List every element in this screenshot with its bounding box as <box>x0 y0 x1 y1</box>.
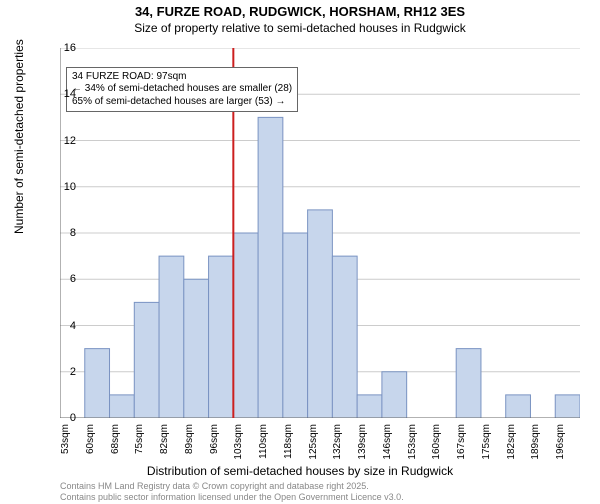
x-tick-label: 153sqm <box>407 424 418 464</box>
x-tick-label: 182sqm <box>506 424 517 464</box>
x-tick-label: 132sqm <box>332 424 343 464</box>
x-tick-label: 118sqm <box>283 424 294 464</box>
x-tick-label: 68sqm <box>110 424 121 464</box>
chart-title: 34, FURZE ROAD, RUDGWICK, HORSHAM, RH12 … <box>0 4 600 19</box>
chart-area: 34 FURZE ROAD: 97sqm ← 34% of semi-detac… <box>60 48 580 418</box>
callout-line1: 34 FURZE ROAD: 97sqm <box>72 71 292 84</box>
y-tick-label: 0 <box>46 412 76 424</box>
x-tick-label: 89sqm <box>184 424 195 464</box>
x-axis-label: Distribution of semi-detached houses by … <box>0 464 600 478</box>
x-tick-label: 75sqm <box>134 424 145 464</box>
footer-line2: Contains public sector information licen… <box>60 492 404 502</box>
y-tick-label: 14 <box>46 88 76 100</box>
x-tick-label: 103sqm <box>233 424 244 464</box>
y-tick-label: 10 <box>46 181 76 193</box>
x-tick-label: 189sqm <box>530 424 541 464</box>
marker-callout: 34 FURZE ROAD: 97sqm ← 34% of semi-detac… <box>66 67 298 113</box>
callout-line3: 65% of semi-detached houses are larger (… <box>72 96 292 109</box>
x-tick-label: 110sqm <box>258 424 269 464</box>
y-tick-label: 12 <box>46 135 76 147</box>
x-tick-label: 139sqm <box>357 424 368 464</box>
y-tick-label: 8 <box>46 227 76 239</box>
y-tick-label: 16 <box>46 42 76 54</box>
x-tick-label: 60sqm <box>85 424 96 464</box>
x-tick-label: 53sqm <box>60 424 71 464</box>
x-tick-label: 82sqm <box>159 424 170 464</box>
y-tick-label: 4 <box>46 320 76 332</box>
chart-subtitle: Size of property relative to semi-detach… <box>0 21 600 35</box>
y-tick-label: 2 <box>46 366 76 378</box>
callout-line2: ← 34% of semi-detached houses are smalle… <box>72 83 292 96</box>
x-tick-label: 167sqm <box>456 424 467 464</box>
x-tick-label: 160sqm <box>431 424 442 464</box>
x-tick-label: 125sqm <box>308 424 319 464</box>
x-tick-label: 196sqm <box>555 424 566 464</box>
x-tick-label: 96sqm <box>209 424 220 464</box>
footer-line1: Contains HM Land Registry data © Crown c… <box>60 481 404 491</box>
x-tick-label: 146sqm <box>382 424 393 464</box>
x-tick-label: 175sqm <box>481 424 492 464</box>
footer-attribution: Contains HM Land Registry data © Crown c… <box>60 481 404 502</box>
y-tick-label: 6 <box>46 273 76 285</box>
chart-container: 34, FURZE ROAD, RUDGWICK, HORSHAM, RH12 … <box>0 4 600 504</box>
y-axis-label: Number of semi-detached properties <box>12 39 26 234</box>
